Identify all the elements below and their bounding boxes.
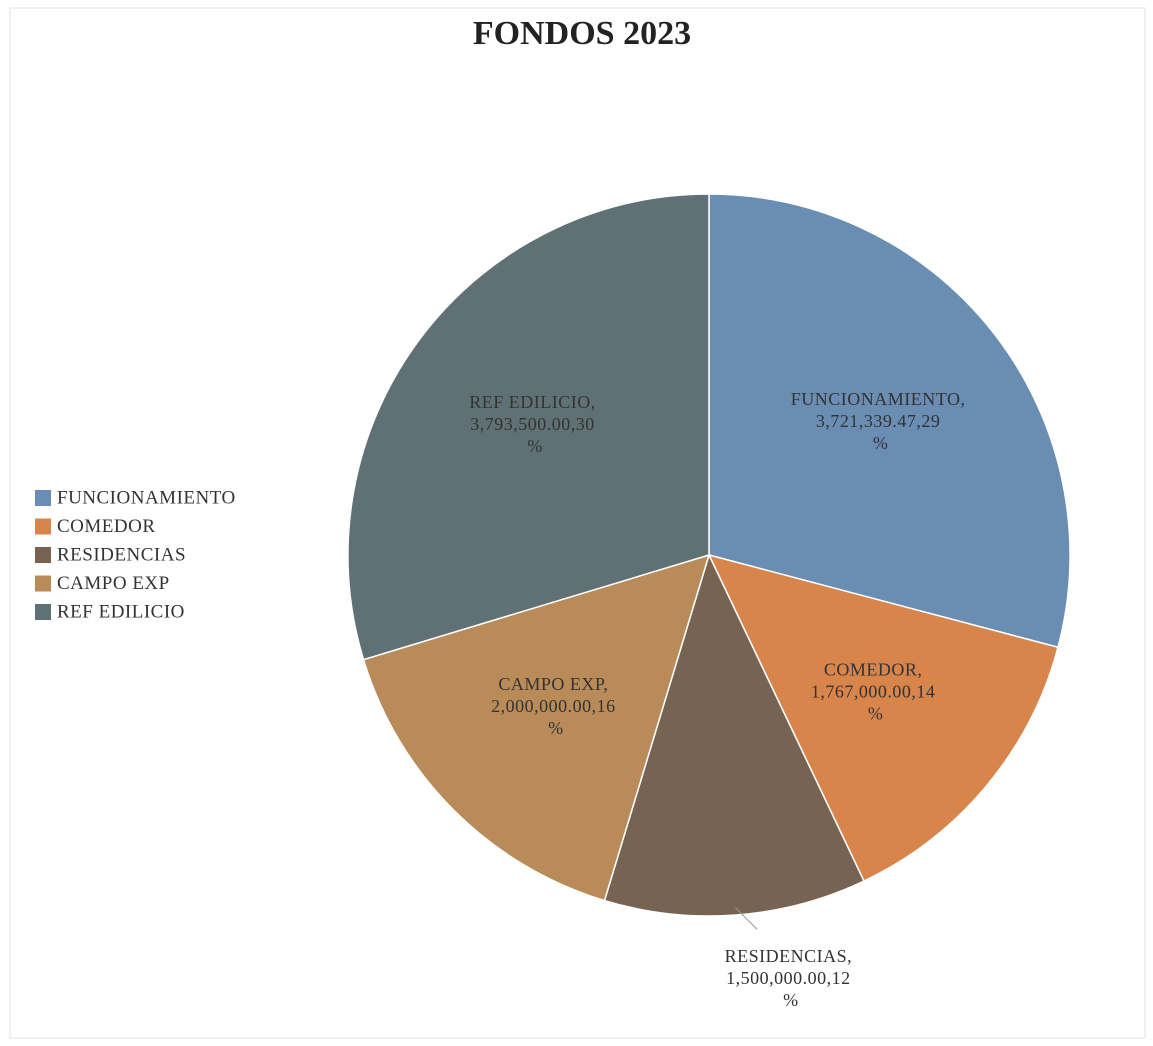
legend-swatch bbox=[35, 490, 51, 506]
legend-swatch bbox=[35, 547, 51, 563]
data-label: FUNCIONAMIENTO, 3,721,339.47,29 % bbox=[791, 389, 971, 453]
legend-label: FUNCIONAMIENTO bbox=[57, 487, 236, 508]
legend-swatch bbox=[35, 518, 51, 535]
legend-swatch bbox=[35, 604, 51, 620]
legend-label: CAMPO EXP bbox=[57, 573, 170, 594]
pie-slice bbox=[603, 552, 865, 917]
pie-slice bbox=[347, 193, 710, 661]
legend-label: RESIDENCIAS bbox=[57, 544, 186, 565]
pie-slice bbox=[362, 553, 711, 902]
pie-slice bbox=[707, 553, 1059, 883]
data-label: RESIDENCIAS, 1,500,000.00,12 % bbox=[725, 946, 858, 1010]
legend-swatch bbox=[35, 575, 51, 592]
pie-slice bbox=[708, 193, 1071, 649]
chart-title: FONDOS 2023 bbox=[473, 15, 691, 52]
legend-label: REF EDILICIO bbox=[57, 601, 185, 622]
leader-line bbox=[735, 907, 758, 930]
legend-label: COMEDOR bbox=[57, 516, 156, 537]
data-label: COMEDOR, 1,767,000.00,14 % bbox=[811, 659, 941, 723]
data-label: REF EDILICIO, 3,793,500.00,30 % bbox=[469, 392, 601, 456]
data-label: CAMPO EXP, 2,000,000.00,16 % bbox=[491, 674, 621, 738]
